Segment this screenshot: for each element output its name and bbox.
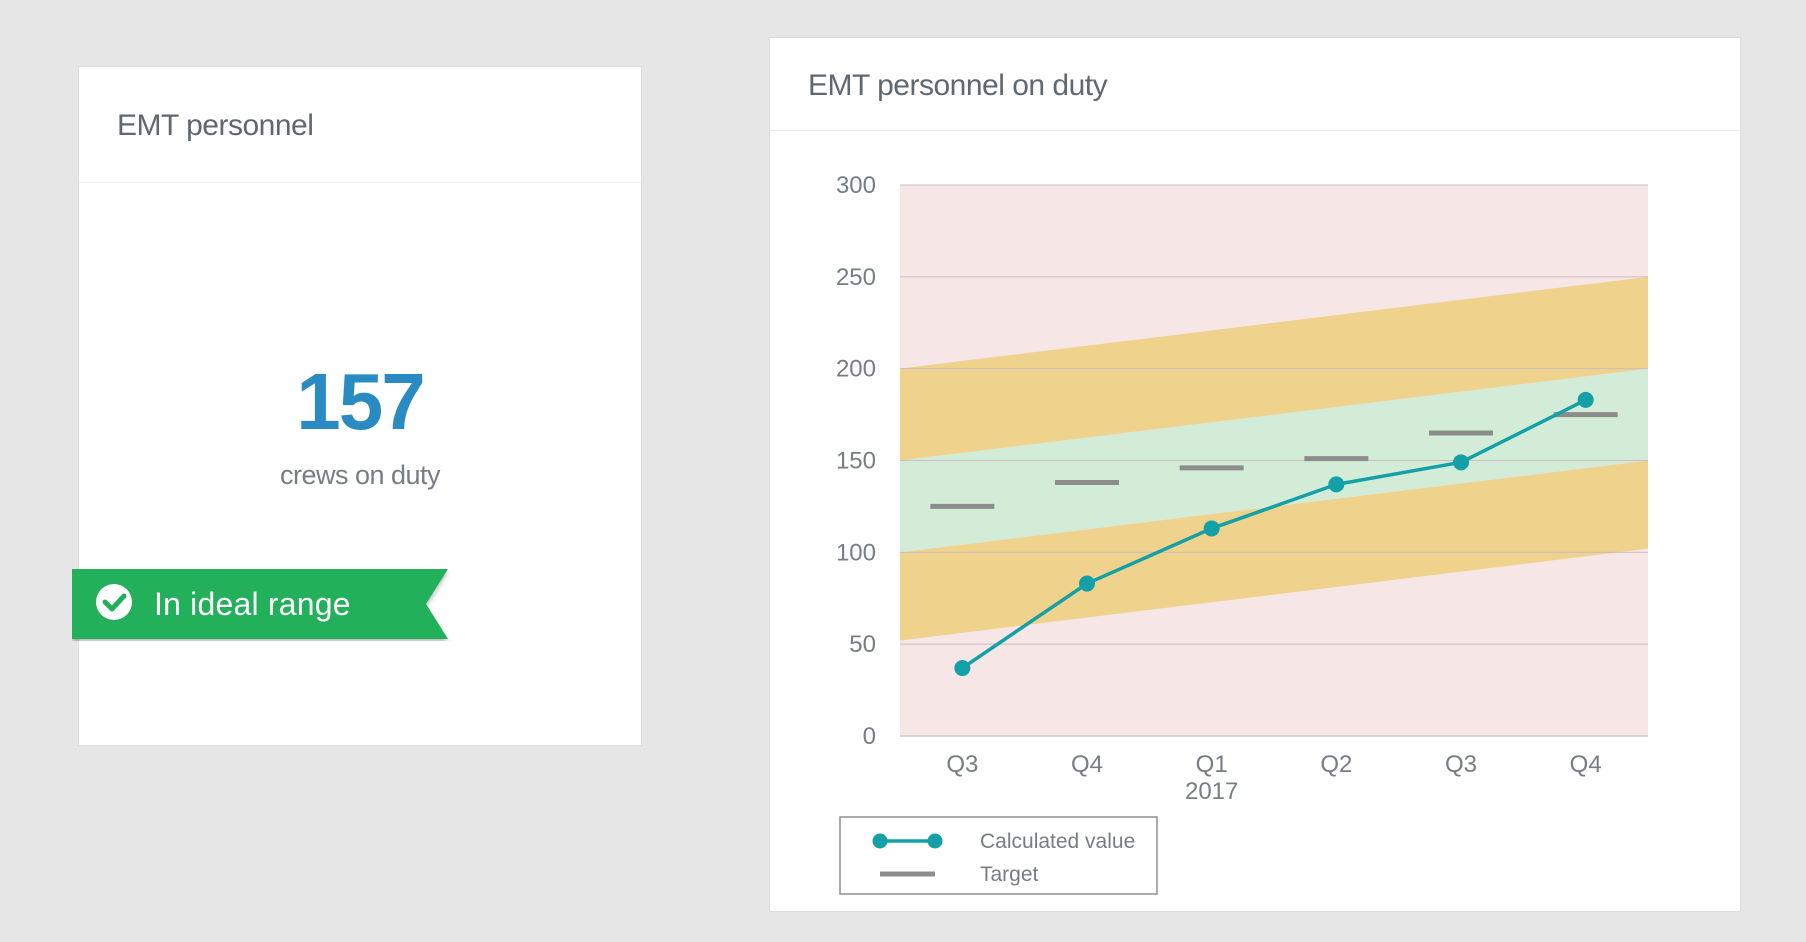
y-tick-label: 200	[836, 356, 876, 383]
x-tick-label: Q2	[1320, 751, 1352, 778]
calculated-point	[1203, 520, 1220, 537]
calculated-point	[1577, 391, 1594, 408]
kpi-card: EMT personnel 157 crews on duty	[78, 66, 642, 746]
x-tick-label: Q1	[1196, 751, 1228, 778]
calculated-point	[954, 660, 971, 677]
chart-card: EMT personnel on duty 0 50 100 150 200 250 300…	[769, 37, 1741, 912]
check-circle-icon	[96, 584, 132, 620]
y-tick-label: 250	[836, 264, 876, 291]
legend-label-target: Target	[980, 863, 1039, 886]
y-tick-label: 50	[849, 631, 876, 658]
kpi-caption: crews on duty	[279, 460, 441, 490]
chart-title: EMT personnel on duty	[770, 38, 1740, 131]
x-tick-label: Q3	[1445, 751, 1477, 778]
calculated-point	[1453, 454, 1469, 471]
kpi-value: 157	[296, 357, 425, 446]
calculated-point	[1079, 575, 1095, 592]
y-tick-label: 100	[836, 539, 876, 566]
x-tick-label: Q3	[946, 751, 978, 778]
y-tick-label: 0	[863, 723, 876, 750]
y-tick-label: 150	[836, 448, 876, 475]
calculated-line	[961, 398, 1587, 670]
status-badge: In ideal range	[72, 569, 452, 641]
band-warning-lower	[900, 460, 1648, 641]
x-tick-sublabel: 2017	[1185, 778, 1238, 805]
legend-point-swatch	[872, 833, 888, 849]
x-tick-label: Q4	[1071, 751, 1103, 778]
y-tick-label: 300	[836, 172, 876, 199]
legend-point-swatch	[927, 833, 943, 849]
legend-label-calculated: Calculated value	[980, 830, 1135, 853]
status-text: In ideal range	[154, 586, 351, 622]
calculated-point	[1328, 476, 1345, 493]
x-tick-label: Q4	[1570, 751, 1602, 778]
kpi-title: EMT personnel	[79, 67, 641, 183]
legend-box	[839, 816, 1158, 895]
